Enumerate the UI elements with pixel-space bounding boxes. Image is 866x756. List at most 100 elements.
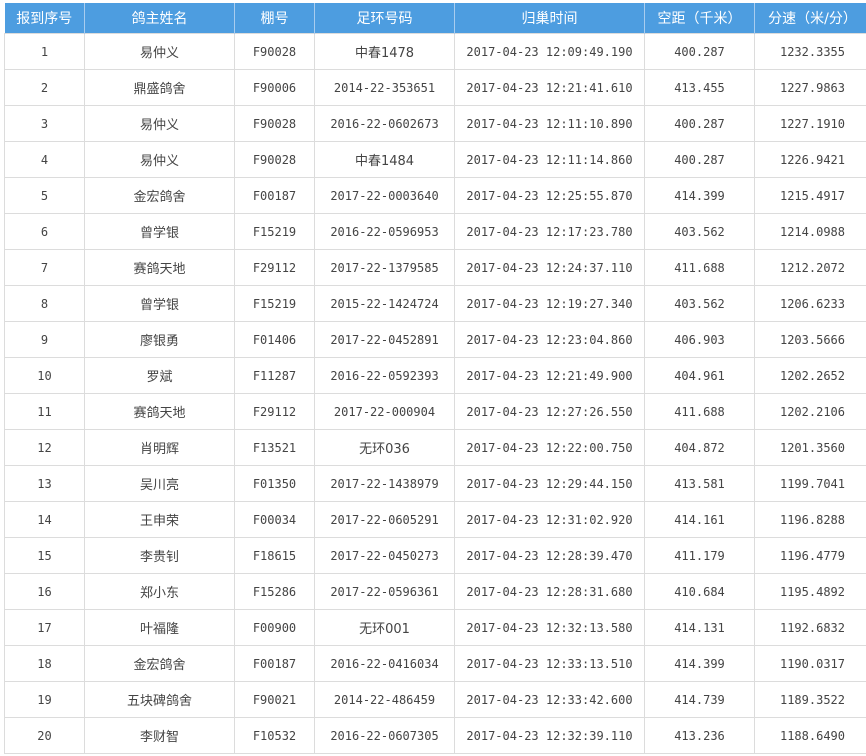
cell-arrival-no: 7 (4, 249, 85, 286)
cell-ring-no: 无环036 (314, 429, 455, 466)
cell-speed: 1199.7041 (754, 465, 866, 502)
cell-distance: 414.399 (644, 177, 755, 214)
cell-distance: 411.179 (644, 537, 755, 574)
cell-arrival-no: 4 (4, 141, 85, 178)
cell-arrival-time: 2017-04-23 12:32:39.110 (454, 717, 645, 754)
cell-ring-no: 2017-22-000904 (314, 393, 455, 430)
cell-arrival-no: 20 (4, 717, 85, 754)
cell-loft-no: F11287 (234, 357, 315, 394)
cell-owner-name: 郑小东 (84, 573, 235, 610)
table-row: 6 曾学银 F15219 2016-22-0596953 2017-04-23 12:1… (4, 213, 866, 250)
cell-ring-no: 2017-22-0450273 (314, 537, 455, 574)
cell-arrival-no: 5 (4, 177, 85, 214)
cell-ring-no: 2017-22-0596361 (314, 573, 455, 610)
table-row: 7 赛鸽天地 F29112 2017-22-1379585 2017-04-23 12:… (4, 249, 866, 286)
cell-arrival-time: 2017-04-23 12:23:04.860 (454, 321, 645, 358)
cell-loft-no: F00187 (234, 645, 315, 682)
cell-arrival-time: 2017-04-23 12:11:10.890 (454, 105, 645, 142)
cell-arrival-time: 2017-04-23 12:31:02.920 (454, 501, 645, 538)
cell-speed: 1215.4917 (754, 177, 866, 214)
cell-arrival-no: 12 (4, 429, 85, 466)
cell-owner-name: 李贵钊 (84, 537, 235, 574)
cell-speed: 1212.2072 (754, 249, 866, 286)
cell-arrival-time: 2017-04-23 12:19:27.340 (454, 285, 645, 322)
table-row: 1 易仲义 F90028 中春1478 2017-04-23 12:09:49.190 4… (4, 33, 866, 70)
cell-owner-name: 曾学银 (84, 285, 235, 322)
cell-distance: 406.903 (644, 321, 755, 358)
col-header-owner-name: 鸽主姓名 (84, 3, 235, 34)
cell-arrival-time: 2017-04-23 12:24:37.110 (454, 249, 645, 286)
cell-arrival-time: 2017-04-23 12:32:13.580 (454, 609, 645, 646)
cell-loft-no: F00034 (234, 501, 315, 538)
cell-arrival-no: 13 (4, 465, 85, 502)
cell-speed: 1202.2652 (754, 357, 866, 394)
cell-distance: 414.399 (644, 645, 755, 682)
col-header-distance: 空距（千米） (644, 3, 755, 34)
cell-ring-no: 2016-22-0602673 (314, 105, 455, 142)
cell-speed: 1203.5666 (754, 321, 866, 358)
cell-ring-no: 2017-22-1379585 (314, 249, 455, 286)
cell-loft-no: F29112 (234, 249, 315, 286)
cell-owner-name: 廖银勇 (84, 321, 235, 358)
cell-distance: 400.287 (644, 105, 755, 142)
cell-arrival-no: 18 (4, 645, 85, 682)
cell-owner-name: 金宏鸽舍 (84, 177, 235, 214)
cell-loft-no: F90028 (234, 105, 315, 142)
cell-distance: 414.739 (644, 681, 755, 718)
cell-ring-no: 2014-22-486459 (314, 681, 455, 718)
cell-distance: 413.455 (644, 69, 755, 106)
table-row: 13 吴川亮 F01350 2017-22-1438979 2017-04-23 12:… (4, 465, 866, 502)
cell-speed: 1195.4892 (754, 573, 866, 610)
cell-owner-name: 肖明辉 (84, 429, 235, 466)
cell-owner-name: 李财智 (84, 717, 235, 754)
cell-speed: 1196.4779 (754, 537, 866, 574)
cell-distance: 403.562 (644, 285, 755, 322)
cell-arrival-no: 17 (4, 609, 85, 646)
table-row: 16 郑小东 F15286 2017-22-0596361 2017-04-23 12:… (4, 573, 866, 610)
col-header-loft-no: 棚号 (234, 3, 315, 34)
table-row: 12 肖明辉 F13521 无环036 2017-04-23 12:22:00.750 4… (4, 429, 866, 466)
cell-distance: 410.684 (644, 573, 755, 610)
cell-speed: 1227.1910 (754, 105, 866, 142)
table-row: 20 李财智 F10532 2016-22-0607305 2017-04-23 12:… (4, 717, 866, 754)
cell-loft-no: F90006 (234, 69, 315, 106)
cell-arrival-time: 2017-04-23 12:28:31.680 (454, 573, 645, 610)
cell-ring-no: 2016-22-0416034 (314, 645, 455, 682)
cell-loft-no: F10532 (234, 717, 315, 754)
cell-owner-name: 曾学银 (84, 213, 235, 250)
table-row: 9 廖银勇 F01406 2017-22-0452891 2017-04-23 12:2… (4, 321, 866, 358)
cell-speed: 1192.6832 (754, 609, 866, 646)
table-row: 19 五块碑鸽舍 F90021 2014-22-486459 2017-04-23 12… (4, 681, 866, 718)
cell-arrival-no: 6 (4, 213, 85, 250)
cell-arrival-no: 1 (4, 33, 85, 70)
cell-arrival-time: 2017-04-23 12:29:44.150 (454, 465, 645, 502)
cell-loft-no: F29112 (234, 393, 315, 430)
cell-owner-name: 易仲义 (84, 141, 235, 178)
cell-owner-name: 易仲义 (84, 33, 235, 70)
cell-owner-name: 赛鸽天地 (84, 393, 235, 430)
cell-arrival-time: 2017-04-23 12:21:49.900 (454, 357, 645, 394)
cell-distance: 414.131 (644, 609, 755, 646)
cell-owner-name: 罗斌 (84, 357, 235, 394)
cell-arrival-time: 2017-04-23 12:11:14.860 (454, 141, 645, 178)
cell-ring-no: 2015-22-1424724 (314, 285, 455, 322)
table-row: 5 金宏鸽舍 F00187 2017-22-0003640 2017-04-23 12:… (4, 177, 866, 214)
cell-owner-name: 鼎盛鸽舍 (84, 69, 235, 106)
cell-speed: 1190.0317 (754, 645, 866, 682)
cell-arrival-no: 8 (4, 285, 85, 322)
cell-speed: 1189.3522 (754, 681, 866, 718)
cell-ring-no: 2017-22-0605291 (314, 501, 455, 538)
cell-loft-no: F01406 (234, 321, 315, 358)
table-body: 1 易仲义 F90028 中春1478 2017-04-23 12:09:49.190 4… (4, 33, 866, 754)
cell-arrival-no: 19 (4, 681, 85, 718)
table-row: 17 叶福隆 F00900 无环001 2017-04-23 12:32:13.580 4… (4, 609, 866, 646)
table-row: 15 李贵钊 F18615 2017-22-0450273 2017-04-23 12:… (4, 537, 866, 574)
cell-distance: 404.961 (644, 357, 755, 394)
cell-arrival-time: 2017-04-23 12:25:55.870 (454, 177, 645, 214)
table-row: 14 王申荣 F00034 2017-22-0605291 2017-04-23 12:… (4, 501, 866, 538)
cell-loft-no: F18615 (234, 537, 315, 574)
cell-ring-no: 中春1478 (314, 33, 455, 70)
table-header: 报到序号 鸽主姓名 棚号 足环号码 归巢时间 空距（千米） 分速（米/分） (4, 3, 866, 34)
cell-distance: 403.562 (644, 213, 755, 250)
